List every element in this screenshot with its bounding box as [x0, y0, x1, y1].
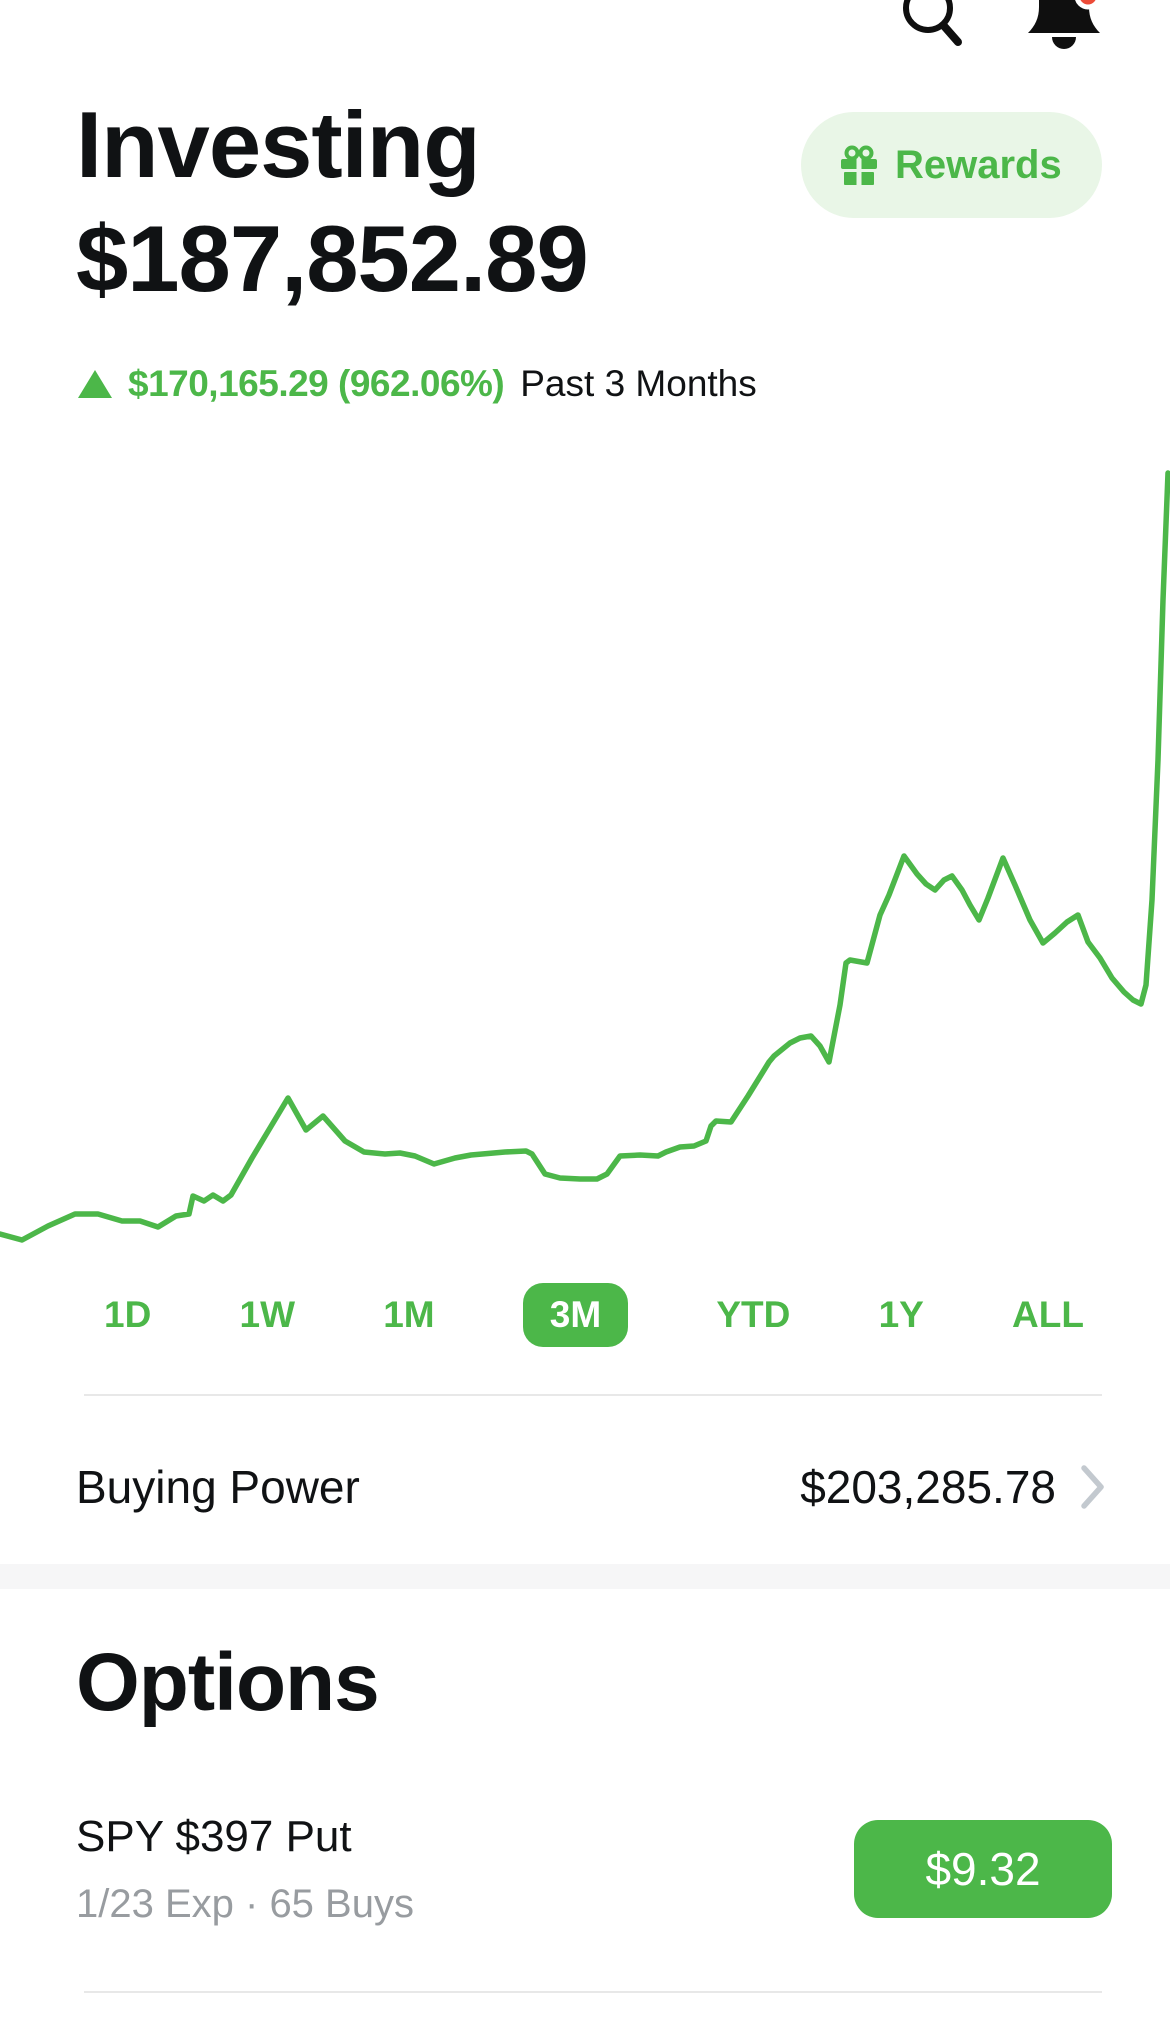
- tab-ytd[interactable]: YTD: [716, 1283, 790, 1347]
- search-icon: [898, 0, 970, 57]
- portfolio-value: $187,852.89: [76, 206, 589, 311]
- change-period: Past 3 Months: [520, 363, 757, 404]
- option-position-row[interactable]: SPY $397 Put 1/23 Exp · 65 Buys $9.32: [76, 1808, 1112, 1930]
- notifications-button[interactable]: [1026, 0, 1102, 55]
- tab-1y[interactable]: 1Y: [879, 1283, 924, 1347]
- performance-row: $170,165.29 (962.06%) Past 3 Months: [78, 362, 757, 406]
- change-amount: $170,165.29 (962.06%): [128, 363, 505, 404]
- buying-power-row[interactable]: Buying Power $203,285.78: [76, 1447, 1106, 1527]
- buying-power-value: $203,285.78: [800, 1461, 1056, 1513]
- search-button[interactable]: [898, 0, 970, 54]
- notification-dot: [1075, 0, 1101, 10]
- rewards-button[interactable]: Rewards: [801, 112, 1102, 218]
- divider: [84, 1991, 1102, 1993]
- options-section-title: Options: [76, 1637, 380, 1728]
- gain-arrow-icon: [78, 370, 112, 398]
- tab-1d[interactable]: 1D: [104, 1283, 151, 1347]
- top-bar: [0, 0, 1170, 70]
- tab-3m[interactable]: 3M: [522, 1283, 629, 1347]
- section-separator: [0, 1564, 1170, 1589]
- portfolio-header: Investing $187,852.89: [76, 88, 589, 316]
- portfolio-chart[interactable]: [0, 440, 1170, 1282]
- tab-1w[interactable]: 1W: [240, 1283, 296, 1347]
- bell-icon: [1026, 0, 1102, 58]
- buying-power-label: Buying Power: [76, 1461, 360, 1513]
- chevron-right-icon: [1080, 1463, 1106, 1511]
- rewards-label: Rewards: [895, 142, 1062, 187]
- tab-all[interactable]: ALL: [1012, 1283, 1084, 1347]
- position-details: 1/23 Exp · 65 Buys: [76, 1881, 414, 1926]
- divider: [84, 1394, 1102, 1396]
- time-range-tabs: 1D 1W 1M 3M YTD 1Y ALL: [0, 1283, 1170, 1347]
- chart-line: [0, 470, 1170, 1243]
- tab-1m[interactable]: 1M: [383, 1283, 434, 1347]
- position-name: SPY $397 Put: [76, 1811, 352, 1861]
- position-info: SPY $397 Put 1/23 Exp · 65 Buys: [76, 1812, 414, 1927]
- position-price-button[interactable]: $9.32: [854, 1820, 1112, 1918]
- page-title: Investing: [76, 92, 481, 197]
- gift-icon: [841, 145, 877, 185]
